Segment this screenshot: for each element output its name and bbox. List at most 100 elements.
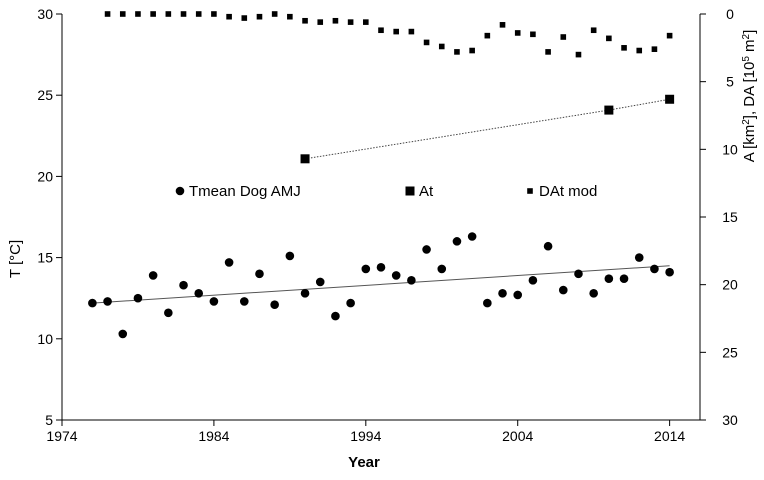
point-tmean xyxy=(437,264,447,274)
trendlines xyxy=(92,98,670,304)
point-tmean xyxy=(133,293,143,303)
point-dat-mod xyxy=(393,28,399,35)
point-dat-mod xyxy=(241,15,248,21)
point-tmean xyxy=(255,269,264,279)
y-left-tick-label: 10 xyxy=(37,331,53,347)
point-dat-mod xyxy=(104,11,111,17)
point-tmean xyxy=(543,241,553,251)
point-tmean xyxy=(376,263,386,272)
legend-label: At xyxy=(419,183,434,200)
point-dat-mod xyxy=(256,13,263,20)
point-tmean xyxy=(300,289,310,298)
data-points xyxy=(88,11,675,339)
tick-labels: 1974 1984 1994 2004 2014 5 10 15 20 25 30 0 5 10 15 20 2… xyxy=(37,6,738,444)
point-tmean xyxy=(665,267,674,277)
x-tick-label: 1984 xyxy=(198,428,229,444)
point-dat-mod xyxy=(347,19,354,25)
point-at xyxy=(665,94,675,104)
y-axis-right-label: A [km2], DA [105 m2] xyxy=(741,30,759,163)
point-dat-mod xyxy=(150,11,156,17)
y-left-tick-label: 15 xyxy=(37,250,53,266)
point-dat-mod xyxy=(484,32,491,39)
point-tmean xyxy=(528,276,538,285)
point-tmean xyxy=(361,264,371,274)
y-right-tick-label: 30 xyxy=(722,412,738,428)
point-tmean xyxy=(239,297,249,306)
point-tmean xyxy=(391,271,401,280)
legend-label: DAt mod xyxy=(539,183,597,200)
legend-marker-small-square xyxy=(527,188,533,194)
point-at xyxy=(604,105,614,115)
point-dat-mod xyxy=(469,47,475,54)
point-tmean xyxy=(285,251,295,261)
point-dat-mod xyxy=(499,22,506,28)
point-tmean xyxy=(315,277,325,287)
x-axis-label: Year xyxy=(348,454,380,471)
point-dat-mod xyxy=(606,35,612,42)
y-axis-left-label: T [°C] xyxy=(7,240,24,278)
point-tmean xyxy=(148,271,158,280)
point-dat-mod xyxy=(211,11,217,17)
point-dat-mod xyxy=(165,11,172,17)
trendline xyxy=(92,265,670,304)
y-right-tick-label: 15 xyxy=(722,209,738,225)
point-dat-mod xyxy=(302,17,308,24)
point-tmean xyxy=(88,298,97,308)
point-dat-mod xyxy=(180,11,187,17)
point-dat-mod xyxy=(651,46,658,52)
point-dat-mod xyxy=(271,11,278,17)
point-tmean xyxy=(483,298,492,308)
x-tick-label: 2004 xyxy=(502,428,533,444)
point-dat-mod xyxy=(590,27,597,34)
point-tmean xyxy=(270,300,279,309)
point-dat-mod xyxy=(545,49,551,55)
x-tick-label: 1974 xyxy=(46,428,77,444)
x-tick-label: 1994 xyxy=(350,428,381,444)
point-tmean xyxy=(194,289,204,298)
point-dat-mod xyxy=(226,13,232,20)
point-dat-mod xyxy=(332,17,339,24)
point-tmean xyxy=(179,280,188,290)
point-dat-mod xyxy=(119,11,126,17)
point-tmean xyxy=(224,258,234,267)
point-tmean xyxy=(558,285,568,295)
point-dat-mod xyxy=(408,28,415,35)
point-at xyxy=(300,154,310,164)
y-right-tick-label: 5 xyxy=(726,74,734,90)
y-right-tick-label: 10 xyxy=(722,141,738,157)
point-dat-mod xyxy=(438,43,445,50)
legend-marker-circle xyxy=(175,186,185,196)
point-tmean xyxy=(103,297,112,306)
point-tmean xyxy=(467,232,477,241)
point-dat-mod xyxy=(135,11,141,17)
point-tmean xyxy=(407,276,416,285)
connector-line xyxy=(304,98,670,160)
point-tmean xyxy=(650,264,659,274)
y-right-tick-label: 0 xyxy=(726,6,734,22)
point-tmean xyxy=(619,274,629,284)
point-dat-mod xyxy=(454,49,460,55)
point-dat-mod xyxy=(636,47,643,54)
y-right-tick-label: 20 xyxy=(722,277,738,293)
point-dat-mod xyxy=(363,19,369,25)
point-tmean xyxy=(513,290,523,300)
point-dat-mod xyxy=(621,45,627,51)
point-tmean xyxy=(331,311,340,321)
legend: Tmean Dog AMJ At DAt mod xyxy=(175,183,597,200)
y-left-tick-label: 20 xyxy=(37,168,53,184)
point-tmean xyxy=(452,237,462,246)
point-dat-mod xyxy=(530,31,536,38)
point-dat-mod xyxy=(575,51,582,58)
point-tmean xyxy=(164,308,173,318)
point-tmean xyxy=(604,274,614,284)
point-dat-mod xyxy=(666,32,673,39)
point-tmean xyxy=(118,329,128,339)
point-tmean xyxy=(209,297,219,306)
point-dat-mod xyxy=(195,11,202,17)
point-tmean xyxy=(498,289,507,298)
point-dat-mod xyxy=(560,34,567,40)
legend-marker-square xyxy=(405,186,415,196)
point-dat-mod xyxy=(317,19,324,25)
legend-label: Tmean Dog AMJ xyxy=(189,183,301,200)
